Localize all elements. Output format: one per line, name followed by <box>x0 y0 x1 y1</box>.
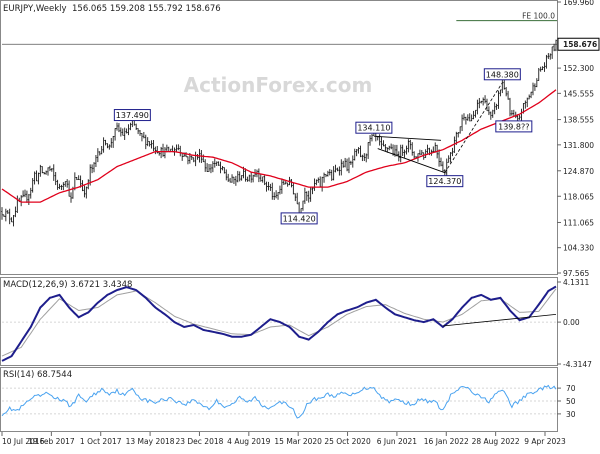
price-header-ohlc: 156.065 159.208 155.792 158.676 <box>72 4 221 14</box>
price-label-box <box>355 121 393 134</box>
x-tick-label: 9 Apr 2023 <box>524 437 566 446</box>
x-tick-label: 23 Dec 2018 <box>175 437 223 446</box>
price-label-box <box>113 109 151 122</box>
x-tick-label: 13 May 2018 <box>126 437 175 446</box>
rsi-tick-label: 70 <box>566 384 576 393</box>
price-label-box <box>483 68 521 81</box>
macd-tick-label: -4.3147 <box>563 360 592 369</box>
macd-trendline <box>442 313 557 327</box>
macd-tick-label: 4.1311 <box>563 278 589 287</box>
price-label-box <box>280 212 318 225</box>
price-label-box <box>426 175 464 188</box>
macd-title: MACD(12,26,9) 3.6721 3.4348 <box>3 280 132 290</box>
y-tick-label: 118.065 <box>563 192 594 201</box>
y-tick-label: 145.555 <box>563 89 594 98</box>
y-tick-label: 97.565 <box>563 269 589 278</box>
fib-label: FE 100.0 <box>522 12 555 21</box>
x-tick-label: 28 Aug 2022 <box>472 437 520 446</box>
fib-projection-line <box>444 82 503 173</box>
rsi-line <box>1 384 557 419</box>
price-label-text: 134.110 <box>357 124 390 133</box>
price-header-symbol: EURJPY,Weekly <box>3 4 67 14</box>
price-label-text: 124.370 <box>428 177 461 186</box>
x-tick-label: 25 Oct 2020 <box>324 437 371 446</box>
rsi-tick-label: 50 <box>566 397 576 406</box>
price-label-text: 139.8?? <box>498 122 529 131</box>
x-tick-label: 1 Oct 2017 <box>80 437 122 446</box>
macd-layer <box>1 285 557 362</box>
y-tick-label: 158.676 <box>563 40 597 49</box>
price-label-text: 114.420 <box>283 214 316 223</box>
y-tick-label: 169.960 <box>563 0 594 7</box>
x-tick-label: 6 Jun 2021 <box>377 437 418 446</box>
price-label-text: 137.490 <box>116 111 149 120</box>
rsi-layer <box>1 384 557 419</box>
price-label-box <box>495 120 533 133</box>
y-tick-label: 152.300 <box>563 64 594 73</box>
macd-line <box>1 285 557 362</box>
watermark: ActionForex.com <box>184 73 373 97</box>
x-tick-label: 19 Feb 2017 <box>28 437 75 446</box>
triangle-lower-line <box>377 148 445 174</box>
price-panel-frame <box>0 0 558 275</box>
y-tick-label: 104.330 <box>563 244 594 253</box>
x-tick-label: 15 Mar 2020 <box>274 437 322 446</box>
moving-average-line <box>1 89 557 203</box>
y-tick-label: 131.800 <box>563 141 594 150</box>
price-label-text: 148.380 <box>486 70 519 79</box>
y-tick-label: 111.065 <box>563 218 594 227</box>
x-tick-label: 16 Jan 2022 <box>424 437 469 446</box>
rsi-panel-frame <box>0 367 558 432</box>
y-tick-label: 138.555 <box>563 116 594 125</box>
price-layer: FE 100.0 137.490 114.420 134.110 124.370 148.… <box>1 12 557 227</box>
rsi-title: RSI(14) 68.7544 <box>3 370 72 380</box>
x-tick-label: 10 Jul 2016 <box>2 437 45 446</box>
rsi-tick-label: 30 <box>566 410 576 419</box>
macd-tick-label: 0.00 <box>563 318 580 327</box>
x-tick-label: 4 Aug 2019 <box>227 437 270 446</box>
macd-signal-line <box>1 288 557 357</box>
last-price-box <box>557 37 600 51</box>
y-tick-label: 124.870 <box>563 167 594 176</box>
triangle-upper-line <box>373 135 442 141</box>
